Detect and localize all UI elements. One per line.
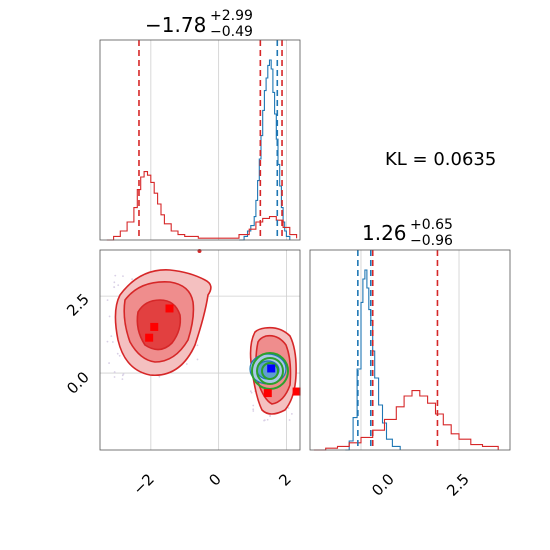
scatter-point	[117, 284, 120, 287]
green-contour-outer	[251, 352, 289, 390]
quantile-lines	[357, 250, 439, 450]
histogram-step-line	[106, 171, 298, 241]
y-tick-label: 2.5	[63, 290, 93, 320]
scatter-point	[288, 419, 291, 421]
x-tick-label: 2.5	[443, 470, 473, 500]
scatter-point	[111, 341, 114, 343]
scatter-point	[122, 275, 124, 278]
scatter-point	[252, 408, 255, 411]
title-sub: −0.49	[210, 24, 253, 40]
x-tick-label: 2	[275, 470, 294, 489]
red-marker	[165, 304, 174, 313]
title-sub: −0.96	[410, 233, 453, 249]
quantile-lines	[138, 40, 283, 240]
title-sup: +0.65	[410, 217, 453, 233]
scatter-point	[121, 374, 124, 377]
x-tick-label: 0	[205, 470, 224, 489]
y-tick-label: 0.0	[63, 368, 93, 398]
scatter-point	[116, 352, 119, 355]
scatter-point	[266, 418, 269, 421]
red-marker	[263, 389, 272, 398]
panel-bottom-left: −2 0 2 2.5 0.0	[63, 249, 301, 498]
scatter-point	[114, 274, 117, 277]
x-tick-labels: 0.0 2.5	[368, 470, 473, 500]
histogram-step-line	[313, 390, 499, 451]
panel-title-top-left: −1.78 +2.99 −0.49	[145, 8, 253, 40]
scatter-point	[118, 354, 121, 357]
scatter-point	[249, 390, 252, 393]
green-contour-inner	[261, 362, 279, 380]
red-marker	[145, 333, 154, 342]
scatter-point	[110, 335, 113, 338]
axes-frame	[309, 249, 511, 451]
scatter-point	[250, 391, 253, 394]
scatter-point	[287, 407, 290, 409]
axes-frame	[99, 249, 301, 451]
grid-lines	[150, 40, 287, 240]
y-tick-labels: 2.5 0.0	[63, 290, 93, 398]
x-tick-label: −2	[129, 470, 157, 498]
blue-marker	[267, 364, 276, 373]
kl-annotation: KL = 0.0635	[385, 149, 496, 170]
green-density-contours	[251, 352, 289, 390]
scatter-point	[106, 299, 109, 302]
scatter-point	[185, 363, 188, 365]
scatter-point	[113, 286, 116, 288]
scatter-point	[158, 375, 161, 378]
scatter-point	[290, 413, 293, 415]
green-contour-mid	[256, 357, 284, 385]
title-main: 1.26	[362, 221, 407, 245]
axes-frame	[99, 39, 301, 241]
panel-top-left: −1.78 +2.99 −0.49	[99, 8, 301, 241]
scatter-point	[196, 358, 199, 361]
panel-title-bottom-right: 1.26 +0.65 −0.96	[362, 217, 453, 249]
scatter-point	[113, 376, 116, 378]
x-tick-labels: −2 0 2	[129, 470, 294, 498]
scatter-point	[121, 378, 124, 381]
scatter-point	[252, 410, 255, 412]
scatter-point	[113, 371, 116, 373]
scatter-point	[269, 414, 271, 417]
title-sup: +2.99	[210, 8, 253, 24]
histogram-step-line	[239, 59, 291, 241]
histogram-series	[313, 269, 499, 451]
red-marker	[292, 387, 301, 396]
scatter-point	[252, 404, 255, 407]
scatter-point	[106, 340, 109, 343]
scatter-point	[113, 281, 116, 284]
red-marker	[150, 322, 159, 331]
scatter-point	[108, 315, 111, 318]
scatter-point	[263, 419, 266, 422]
scatter-point	[131, 278, 133, 281]
scatter-point	[196, 344, 199, 347]
scatter-point	[122, 373, 125, 375]
title-main: −1.78	[145, 13, 206, 37]
scatter-point	[108, 362, 110, 364]
histogram-series	[106, 59, 298, 241]
grid-lines	[360, 250, 460, 450]
panel-bottom-right: 1.26 +0.65 −0.96 0.0 2.5	[309, 217, 511, 500]
x-tick-label: 0.0	[368, 470, 398, 500]
